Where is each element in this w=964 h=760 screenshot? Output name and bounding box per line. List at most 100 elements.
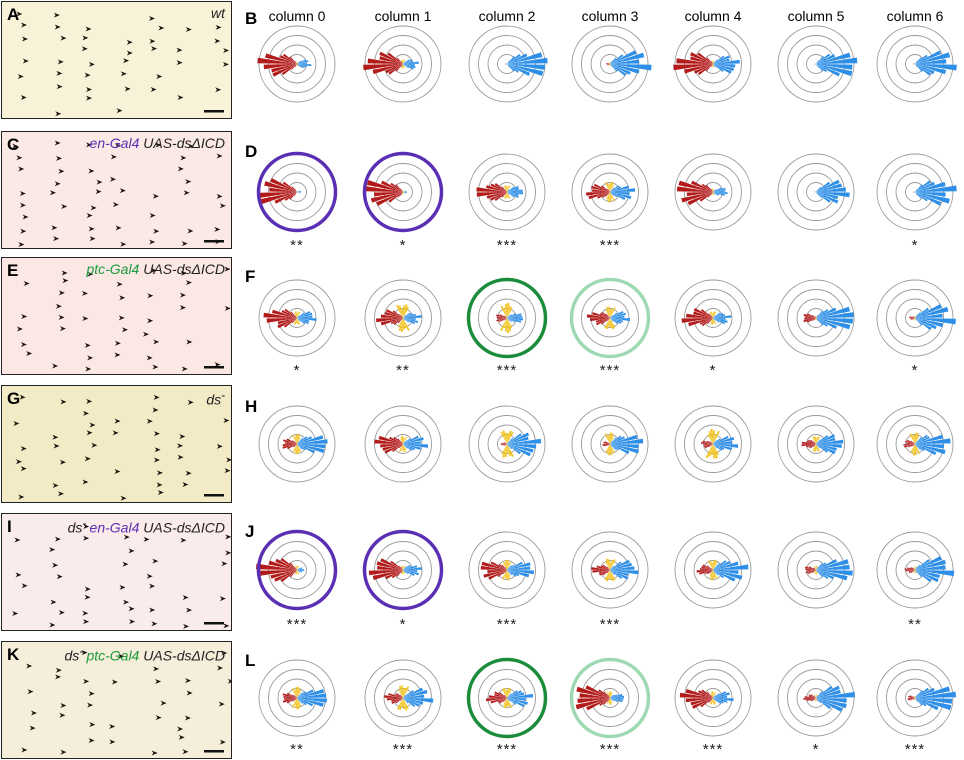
rose-petal — [610, 64, 618, 72]
grid-ring — [600, 182, 620, 202]
rose-petal — [507, 192, 519, 196]
hair-mark — [82, 315, 89, 321]
rose-petal — [701, 689, 713, 698]
rose-petal — [403, 693, 408, 698]
rose-petal — [610, 318, 614, 322]
rose-petal — [610, 444, 613, 448]
hair-mark — [185, 470, 192, 476]
rose-petal — [701, 566, 713, 570]
rose-petal — [292, 698, 297, 702]
grid-ring — [268, 163, 326, 221]
rose-petal — [297, 698, 327, 703]
hair-mark — [90, 205, 97, 211]
rose-petal — [913, 191, 915, 192]
rose-petal — [503, 698, 507, 708]
hair-mark — [180, 155, 187, 161]
rose-petal — [293, 318, 297, 325]
rose-petal — [294, 318, 297, 325]
rose-petal — [363, 185, 403, 192]
column-header-2: column 2 — [478, 8, 536, 24]
grid-ring — [876, 531, 954, 609]
rose-petal — [403, 192, 407, 194]
grid-ring — [581, 163, 639, 221]
rose-petal — [610, 570, 629, 576]
rose-petal — [608, 693, 610, 698]
panel-label-h: H — [245, 397, 258, 416]
rose-petal — [403, 313, 413, 318]
rose-petal — [610, 318, 614, 330]
scale-bar — [204, 110, 224, 113]
rose-petal — [296, 311, 297, 318]
rose-petal — [507, 64, 510, 68]
hair-mark — [223, 418, 230, 424]
rose-petal — [815, 318, 816, 320]
rose-petal — [282, 444, 297, 449]
rose-petal — [610, 698, 618, 703]
rose-petal — [289, 56, 297, 64]
rose-petal — [502, 570, 507, 580]
rose-petal — [507, 570, 520, 577]
rose-petal — [708, 444, 713, 448]
rose-petal — [805, 570, 816, 574]
rose-petal — [403, 306, 409, 318]
rose-petal — [610, 698, 612, 704]
rose-petal — [400, 59, 403, 64]
rose-petal — [710, 698, 713, 705]
rose-petal — [606, 318, 610, 329]
hair-mark — [152, 193, 159, 199]
rose-plot — [258, 405, 336, 483]
hair-mark — [96, 179, 103, 185]
rose-petal — [282, 181, 297, 192]
hair-mark — [82, 479, 89, 485]
rose-petal — [914, 698, 915, 700]
rose-petal — [297, 191, 302, 192]
rose-petal — [706, 565, 713, 570]
rose-petal — [504, 185, 507, 192]
rose-petal — [297, 62, 307, 64]
rose-petal — [507, 444, 510, 448]
rose-petal — [403, 570, 409, 575]
rose-petal — [713, 698, 714, 705]
rose-petal — [501, 444, 507, 455]
rose-petal — [401, 444, 403, 447]
rose-petal — [607, 435, 610, 444]
rose-petal — [908, 695, 915, 698]
rose-petal — [507, 192, 515, 198]
rose-petal — [807, 313, 816, 318]
rose-petal — [401, 64, 403, 68]
grid-ring — [905, 560, 925, 580]
hair-mark — [124, 86, 131, 92]
hair-mark — [84, 586, 91, 592]
rose-petal — [713, 698, 717, 702]
rose-petal — [606, 691, 610, 698]
rose-petal — [915, 59, 947, 64]
hair-mark — [215, 87, 222, 93]
hair-mark — [122, 561, 129, 567]
rose-petal — [803, 313, 816, 318]
rose-petal — [392, 310, 403, 318]
rose-petal — [915, 570, 917, 574]
hair-mark — [121, 327, 128, 333]
rose-petal — [816, 698, 847, 703]
hair-mark — [112, 202, 119, 208]
rose-petal — [910, 440, 915, 444]
rose-petal — [907, 439, 915, 444]
rose-petal — [915, 698, 918, 702]
rose-petal — [403, 304, 408, 318]
rose-petal — [396, 570, 403, 577]
rose-petal — [713, 430, 716, 444]
rose-petal — [816, 312, 854, 318]
hair-mark — [87, 271, 94, 277]
rose-petal — [403, 565, 404, 570]
rose-petal — [297, 318, 309, 325]
rose-petal — [610, 316, 612, 318]
rose-plot — [257, 25, 336, 103]
rose-petal — [806, 570, 816, 572]
rose-petal — [915, 444, 937, 456]
rose-petal — [607, 64, 610, 66]
rose-petal — [490, 698, 507, 704]
hair-mark — [58, 610, 65, 616]
grid-ring — [703, 308, 723, 328]
rose-petal — [363, 64, 403, 71]
rose-petal — [270, 178, 297, 192]
